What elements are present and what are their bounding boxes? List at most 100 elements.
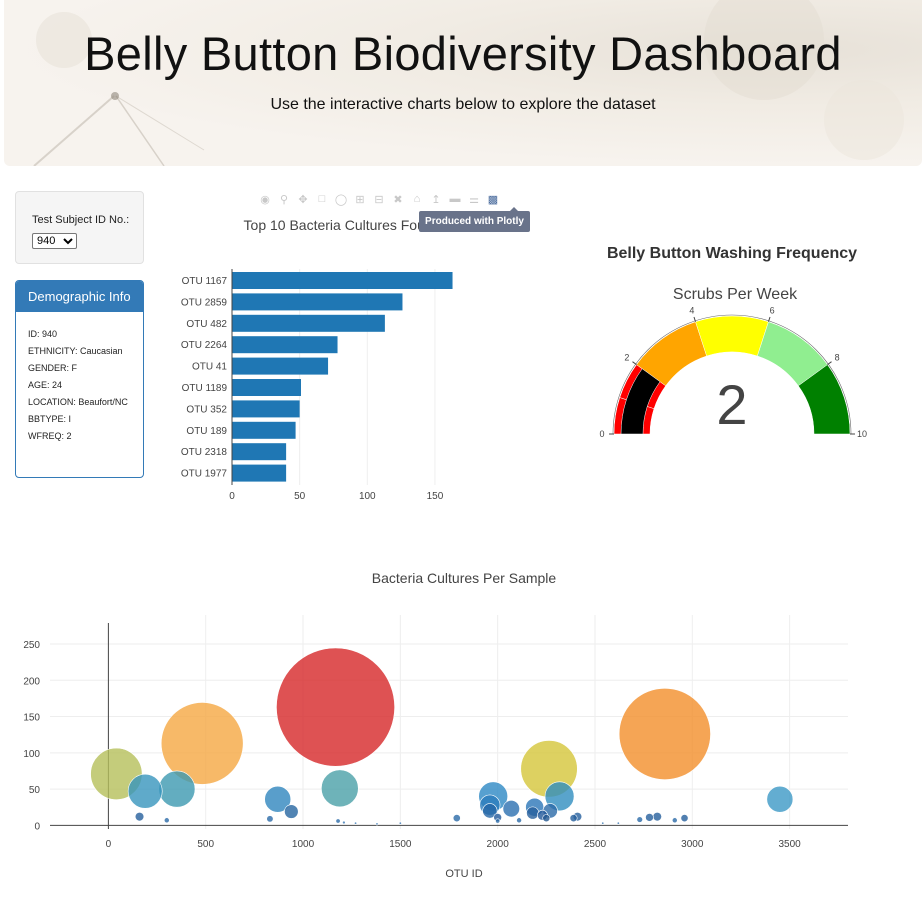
bubble-point (342, 820, 346, 825)
spike-lines-icon[interactable]: ↥ (431, 193, 441, 206)
gauge-value-bar (620, 368, 661, 435)
gauge-tick (767, 316, 771, 322)
bar-category-label: OTU 1167 (182, 276, 228, 287)
bubble-point (671, 817, 678, 824)
bubble-x-tick-label: 2000 (487, 839, 510, 850)
camera-icon[interactable]: ◉ (260, 193, 270, 206)
bar-category-label: OTU 41 (192, 362, 227, 373)
bubble-point (645, 813, 654, 822)
bubble-x-tick-label: 3500 (778, 839, 801, 850)
bubble-point (284, 804, 299, 819)
bubble-y-tick-label: 50 (29, 785, 41, 796)
home-icon[interactable]: ⌂ (413, 193, 421, 205)
bubble-point (398, 821, 402, 825)
page-title: Belly Button Biodiversity Dashboard (84, 27, 842, 80)
bubble-point (452, 814, 461, 823)
bubble-point (636, 816, 643, 823)
bubble-point (616, 821, 620, 825)
bubble-point (542, 814, 551, 823)
gauge-tick-label: 0 (599, 429, 604, 439)
modebar-tooltip: Produced with Plotly (419, 207, 530, 232)
gauge-outline (612, 314, 852, 435)
bubble-point (264, 785, 292, 813)
zoom-out-icon[interactable]: ⊟ (374, 193, 384, 206)
bubble-point (158, 770, 196, 808)
zoom-in-icon[interactable]: ⊞ (355, 193, 365, 206)
gauge-tick (693, 316, 697, 322)
bubble-point (526, 806, 540, 820)
bubble-x-tick-label: 500 (197, 839, 214, 850)
bar-category-label: OTU 2264 (181, 340, 228, 351)
bubble-x-axis-label: OTU ID (445, 868, 482, 880)
gauge-tick (632, 361, 637, 366)
washing-frequency-gauge: Belly Button Washing Frequency Scrubs Per… (599, 245, 867, 439)
gauge-tick-label: 8 (835, 353, 840, 363)
bar (232, 421, 296, 439)
bubble-point (601, 821, 605, 825)
gauge-tick-label: 4 (689, 305, 694, 315)
gauge-tick-label: 6 (770, 305, 775, 315)
bubble-y-tick-label: 0 (34, 821, 40, 832)
bar (232, 443, 287, 461)
gauge-tick-label: 2 (624, 353, 629, 363)
bar-category-label: OTU 482 (186, 319, 227, 330)
bar (232, 314, 385, 332)
bubble-chart-title: Bacteria Cultures Per Sample (372, 570, 557, 586)
gauge-subtitle: Scrubs Per Week (673, 286, 798, 303)
bubble-point (160, 702, 244, 785)
bar-category-label: OTU 352 (186, 404, 227, 415)
demographic-row-age: AGE: 24 (28, 380, 63, 390)
demographic-info-body: ID: 940 ETHNICITY: Caucasian GENDER: F A… (16, 312, 143, 441)
bar-x-tick-label: 100 (359, 491, 376, 502)
bubble-point (266, 815, 274, 823)
hover-compare-icon[interactable]: ⚌ (469, 193, 479, 206)
bubble-point (375, 822, 379, 826)
bar-category-label: OTU 1189 (182, 383, 228, 394)
page-subtitle: Use the interactive charts below to expl… (270, 96, 656, 113)
bubble-point (354, 821, 358, 825)
bubble-point (335, 818, 341, 824)
bar-category-label: OTU 2318 (181, 447, 228, 458)
bubble-point (276, 647, 395, 767)
plotly-logo-icon[interactable]: ▩ (487, 193, 499, 206)
demographic-row-gender: GENDER: F (28, 363, 78, 373)
bar (232, 293, 403, 311)
bubble-x-tick-label: 1500 (389, 839, 412, 850)
bubble-point (652, 812, 662, 822)
box-select-icon[interactable]: □ (318, 193, 326, 205)
demographic-info-panel: Demographic Info ID: 940 ETHNICITY: Cauc… (15, 280, 144, 478)
bubble-point (482, 803, 498, 819)
bar (232, 357, 329, 375)
demographic-row-location: LOCATION: Beaufort/NC (28, 397, 128, 407)
gauge-tick (827, 361, 832, 366)
gauge-step-3 (695, 315, 769, 357)
subject-id-label: Test Subject ID No.: (32, 214, 130, 226)
jumbotron-header: Belly Button Biodiversity Dashboard Use … (4, 0, 922, 166)
bar-category-label: OTU 2859 (181, 297, 228, 308)
bubble-y-tick-label: 100 (23, 749, 40, 760)
bar (232, 464, 287, 482)
pan-icon[interactable]: ✥ (298, 193, 308, 206)
bar-category-label: OTU 1977 (181, 469, 228, 480)
subject-id-select[interactable]: 940 (32, 233, 77, 249)
bubble-point (495, 818, 501, 824)
bubble-point (618, 687, 711, 780)
demographic-row-bbtype: BBTYPE: I (28, 414, 72, 424)
gauge-tick-label: 10 (857, 429, 867, 439)
zoom-icon[interactable]: ⚲ (279, 193, 289, 206)
bubble-x-tick-label: 3000 (681, 839, 704, 850)
bar (232, 400, 300, 418)
bar (232, 379, 301, 396)
autoscale-icon[interactable]: ✖ (393, 193, 403, 206)
bar-x-tick-label: 150 (427, 491, 444, 502)
demographic-row-id: ID: 940 (28, 329, 58, 339)
bubble-y-tick-label: 200 (23, 676, 40, 687)
bar (232, 272, 453, 289)
lasso-icon[interactable]: ◯ (334, 193, 348, 206)
bubble-point (134, 812, 145, 822)
demographic-info-heading: Demographic Info (16, 281, 143, 312)
hover-closest-icon[interactable]: ▬ (449, 193, 461, 205)
background-decoration (33, 0, 904, 166)
bubble-point (569, 814, 578, 823)
bar-chart-title: Top 10 Bacteria Cultures Found (244, 217, 441, 233)
